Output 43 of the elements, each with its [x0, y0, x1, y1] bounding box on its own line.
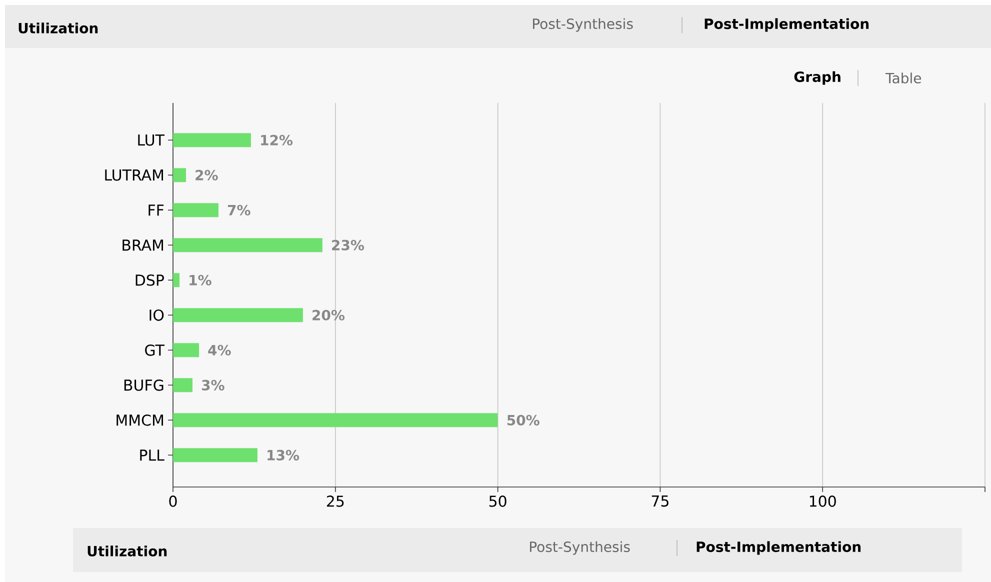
data-label: 12% — [261, 134, 293, 146]
bar — [173, 308, 303, 322]
x-tick-label: 25 — [326, 496, 344, 507]
bar — [173, 448, 258, 462]
data-label: 3% — [202, 380, 224, 390]
bar — [173, 168, 186, 182]
y-tick-label: LUTRAM — [105, 170, 163, 181]
data-label: 50% — [507, 414, 540, 426]
text: Utilization — [88, 546, 167, 556]
data-label: 13% — [268, 450, 300, 460]
y-tick-label: LUT — [138, 134, 165, 146]
bar — [173, 273, 180, 288]
text: Utilization — [18, 22, 98, 34]
y-tick-label: PLL — [140, 450, 164, 461]
bar — [173, 203, 218, 218]
x-tick-label: 50 — [489, 496, 506, 507]
y-tick-label: GT — [145, 344, 165, 356]
bar — [173, 238, 322, 252]
y-tick-label: MMCM — [116, 414, 163, 426]
bar — [173, 413, 498, 428]
x-tick-label: 100 — [810, 496, 836, 507]
x-tick-label: 0 — [169, 496, 177, 507]
y-tick-label: IO — [150, 309, 164, 321]
y-tick-label: BUFG — [124, 379, 164, 391]
data-label: 1% — [190, 274, 212, 286]
y-tick-label: FF — [148, 204, 164, 216]
y-tick-label: DSP — [136, 274, 164, 286]
text: Post-Synthesis — [530, 541, 630, 555]
text: Post-Implementation — [696, 541, 861, 555]
data-label: 4% — [208, 344, 231, 356]
bar — [173, 133, 251, 148]
data-label: 2% — [196, 170, 218, 180]
text: Table — [885, 72, 922, 84]
text: Post-Synthesis — [533, 18, 633, 32]
y-tick-label: BRAM — [122, 240, 163, 251]
bar — [173, 343, 199, 358]
data-label: 7% — [228, 204, 250, 216]
bar — [173, 378, 192, 392]
data-label: 20% — [312, 310, 345, 320]
x-tick-label: 75 — [652, 496, 668, 507]
data-label: 23% — [332, 240, 364, 250]
text: Graph — [794, 71, 840, 85]
text: Post-Implementation — [704, 18, 869, 32]
